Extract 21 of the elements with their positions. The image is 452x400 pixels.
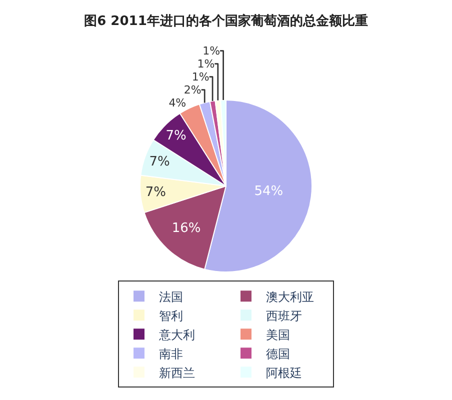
legend-label: 新西兰 bbox=[159, 366, 195, 380]
legend-label: 美国 bbox=[266, 328, 290, 342]
legend-label: 德国 bbox=[266, 346, 290, 361]
data-label: 7% bbox=[166, 128, 186, 144]
data-label: 1% bbox=[197, 57, 215, 70]
data-label: 7% bbox=[145, 185, 166, 200]
data-label: 16% bbox=[172, 220, 201, 236]
legend-label: 南非 bbox=[159, 346, 183, 361]
chart-title: 图6 2011年进口的各个国家葡萄酒的总金额比重 bbox=[84, 13, 368, 30]
data-label: 1% bbox=[192, 70, 210, 84]
data-label: 54% bbox=[254, 184, 284, 199]
data-label: 4% bbox=[168, 96, 186, 110]
legend-label: 法国 bbox=[159, 290, 183, 304]
legend-label: 意大利 bbox=[158, 328, 195, 342]
data-label: 2% bbox=[184, 83, 202, 96]
data-label: 7% bbox=[149, 154, 170, 170]
legend-label: 澳大利亚 bbox=[266, 290, 314, 304]
legend-label: 西班牙 bbox=[266, 308, 302, 323]
data-label: 1% bbox=[202, 44, 220, 58]
legend-label: 智利 bbox=[159, 308, 183, 323]
legend-label: 阿根廷 bbox=[266, 366, 302, 380]
